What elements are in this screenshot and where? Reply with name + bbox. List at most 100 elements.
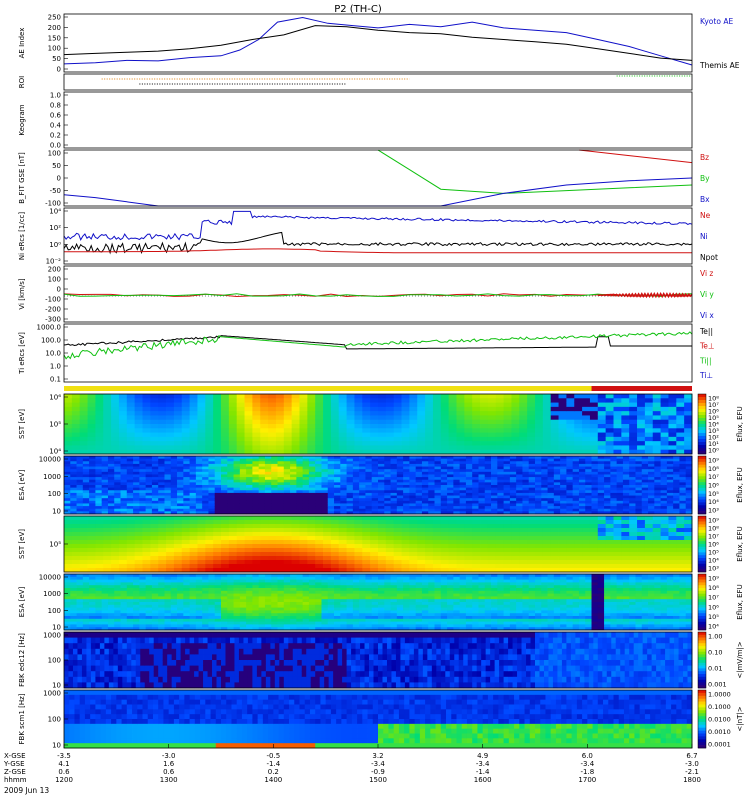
spectrogram-cell [246,469,253,473]
spectrogram-cell [409,492,417,496]
spectrogram-cell [64,579,71,583]
spectrogram-cell [605,441,614,446]
spectrogram-cell [629,406,638,412]
spectrogram-cell [95,498,103,502]
spectrogram-cell [139,582,147,586]
spectrogram-cell [616,500,624,504]
spectrogram-cell [547,487,555,491]
spectrogram-cell [550,568,559,573]
spectrogram-cell [428,495,435,499]
spectrogram-cell [145,616,153,620]
spectrogram-cell [668,436,677,442]
spectrogram-cell [308,456,316,460]
spectrogram-cell [228,402,238,408]
spectrogram-cell [550,432,559,438]
spectrogram-cell [679,474,687,478]
spectrogram-cell [465,498,473,502]
spectrogram-cell [221,618,228,622]
spectrogram-cell [271,511,278,515]
spectrogram-cell [134,564,143,569]
spectrogram-cell [114,607,121,611]
spectrogram-cell [323,402,332,408]
spectrogram-cell [553,506,561,510]
spectrogram-cell [684,520,693,525]
spectrogram-cell [202,471,209,475]
spectrogram-cell [637,548,646,553]
spectrogram-cell [448,398,457,403]
spectrogram-cell [528,469,536,473]
spectrogram-cell [346,436,355,442]
spectrogram-cell [547,508,555,512]
spectrogram-cell [64,477,71,481]
spectrogram-cell [107,482,115,486]
spectrogram-cell [440,544,450,549]
spectrogram-cell [566,500,574,504]
spectrogram-cell [685,503,693,507]
spectrogram-cell [527,532,536,537]
spectrogram-cell [509,498,517,502]
spectrogram-cell [64,574,71,578]
spectrogram-cell [641,461,649,465]
spectrogram-cell [396,482,404,486]
spectrogram-cell [239,466,247,470]
spectrogram-cell [447,492,454,496]
spectrogram-cell [315,419,324,425]
spectrogram-cell [425,402,434,408]
spectrogram-cell [503,524,512,529]
spectrogram-cell [654,479,661,483]
spectrogram-cell [195,627,203,631]
spectrogram-cell [321,498,329,502]
spectrogram-cell [173,548,183,553]
spectrogram-cell [111,516,120,521]
spectrogram-cell [296,492,304,496]
spectrogram-cell [134,398,143,403]
spectrogram-cell [258,471,266,475]
spectrogram-cell [158,469,165,473]
spectrogram-cell [440,560,450,565]
spectrogram-cell [252,564,261,569]
spectrogram-cell [453,495,461,499]
spectrogram-cell [264,490,272,494]
spectrogram-cell [354,411,363,416]
spectrogram-cell [221,528,230,533]
spectrogram-cell [409,398,418,403]
spectrogram-cell [221,520,230,525]
spectrogram-cell [566,411,575,416]
spectrogram-cell [648,485,655,489]
spectrogram-cell [425,520,434,525]
spectrogram-cell [268,544,277,549]
spectrogram-cell [644,445,654,451]
spectrogram-cell [170,492,178,496]
spectrogram-cell [604,500,611,504]
spectrogram-cell [453,461,461,465]
spectrogram-cell [511,419,520,425]
spectrogram-cell [195,495,203,499]
spectrogram-cell [472,402,481,408]
spectrogram-cell [252,477,260,481]
spectrogram-cell [158,590,165,594]
spectrogram-cell [221,624,228,628]
spectrogram-cell [107,477,115,481]
spectrogram-cell [589,406,599,412]
spectrogram-cell [64,402,73,408]
spectrogram-cell [495,544,504,549]
spectrogram-cell [296,463,304,467]
spectrogram-cell [177,590,184,594]
spectrogram-cell [535,564,544,569]
spectrogram-cell [434,487,442,491]
spectrogram-cell [666,503,674,507]
spectrogram-cell [660,469,668,473]
spectrogram-cell [277,463,285,467]
spectrogram-cell [541,461,548,465]
spectrogram-cell [622,508,630,512]
spectrogram-cell [409,482,417,486]
spectrogram-cell [205,428,214,433]
spectrogram-cell [330,424,340,429]
spectrogram-cell [177,616,184,620]
spectrogram-cell [260,548,269,553]
spectrogram-cell [239,490,247,494]
spectrogram-cell [354,552,363,557]
spectrogram-cell [107,585,115,589]
spectrogram-cell [101,624,109,628]
spectrogram-cell [264,461,272,465]
